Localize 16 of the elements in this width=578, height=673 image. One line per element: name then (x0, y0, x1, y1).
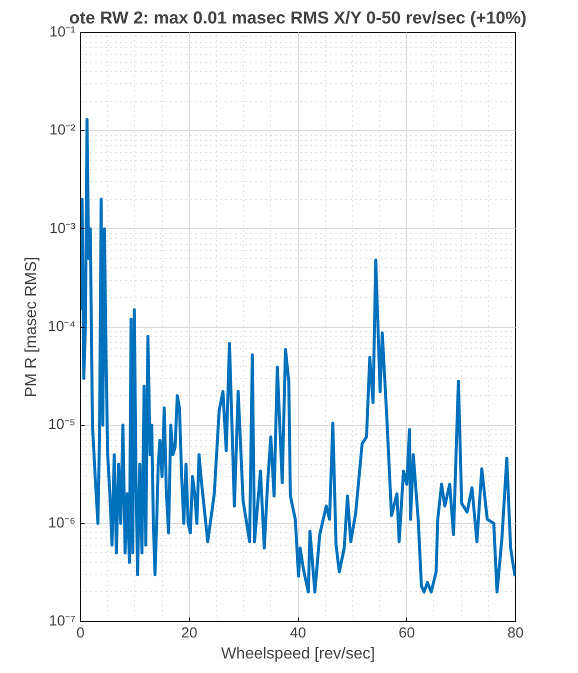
x-tick-label: 60 (398, 626, 415, 642)
x-tick-label: 0 (76, 626, 85, 642)
y-tick-label: 10⁻³ (49, 220, 76, 237)
y-tick-label: 10⁻² (49, 122, 76, 139)
x-axis-title: Wheelspeed [rev/sec] (221, 646, 375, 662)
y-axis-title: PM R [masec RMS] (22, 256, 40, 398)
y-tick-label: 10⁻⁵ (48, 417, 76, 434)
line-series (80, 118, 516, 594)
y-tick-label: 10⁻⁶ (48, 515, 76, 532)
y-tick-label: 10⁻⁴ (48, 319, 76, 335)
y-tick-label: 10⁻⁷ (48, 614, 76, 630)
chart-title: ote RW 2: max 0.01 masec RMS X/Y 0-50 rev/sec (+10%) (69, 8, 527, 28)
x-tick-label: 80 (507, 626, 524, 642)
x-tick-label: 20 (181, 626, 198, 642)
y-tick-label: 10⁻¹ (49, 24, 76, 40)
x-tick-label: 40 (290, 626, 306, 642)
